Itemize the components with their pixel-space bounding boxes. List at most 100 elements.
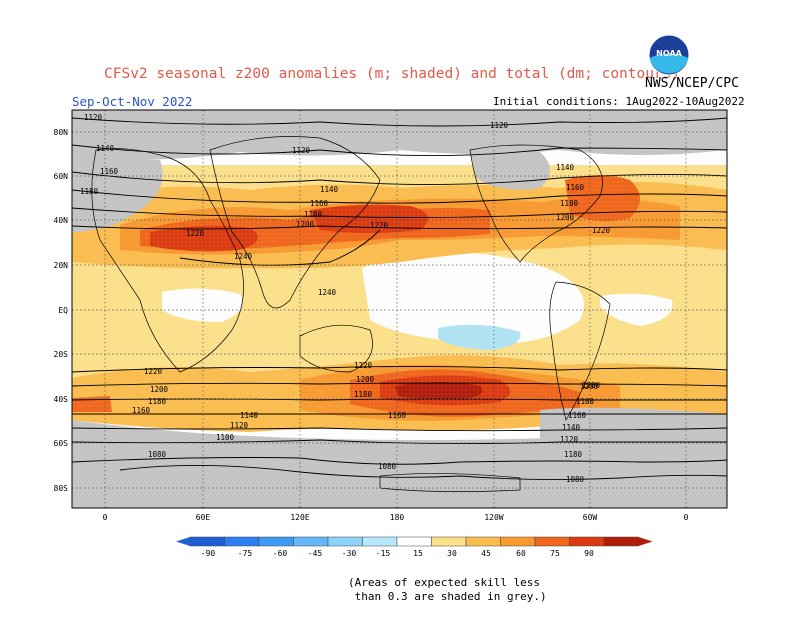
lon-label: 120E	[290, 513, 309, 522]
contour-label: 1100	[216, 433, 235, 442]
map-title: CFSv2 seasonal z200 anomalies (m; shaded…	[104, 66, 681, 82]
contour-label: 1180	[564, 450, 583, 459]
colorbar-arrow-right	[638, 537, 653, 546]
skill-note: (Areas of expected skill less than 0.3 a…	[348, 576, 547, 603]
contour-label: 1080	[378, 462, 397, 471]
colorbar-cell	[431, 536, 467, 547]
contour-label: 1220	[592, 226, 611, 235]
contour-label: 1120	[84, 113, 103, 122]
contour-label: 1200	[556, 213, 575, 222]
contour-label: 1240	[234, 252, 253, 261]
lat-label: 80S	[54, 484, 69, 493]
contour-label: 1220	[186, 229, 205, 238]
contour-label: 1200	[356, 375, 375, 384]
agency-label: NWS/NCEP/CPC	[645, 76, 739, 91]
colorbar-tick: 90	[584, 549, 594, 558]
lat-label: 40N	[54, 216, 69, 225]
contour-label: 1160	[132, 406, 151, 415]
height-contours	[72, 117, 727, 481]
graticule	[72, 110, 727, 508]
colorbar-cells	[176, 536, 653, 547]
contour-label: 1140	[320, 185, 339, 194]
anomaly-map: 80N 60N 40N 20N EQ 20S 40S 60S 80S 0 60E…	[54, 109, 728, 522]
lon-label: 0	[103, 513, 108, 522]
contour-label: 1220	[144, 367, 163, 376]
lat-label: 20N	[54, 261, 69, 270]
colorbar-arrow-left	[176, 537, 190, 546]
contour-label: 1160	[566, 183, 585, 192]
colorbar-cell	[327, 536, 363, 547]
longitude-labels: 0 60E 120E 180 120W 60W 0	[103, 513, 689, 522]
lat-label: 60S	[54, 439, 69, 448]
lon-label: 60W	[583, 513, 598, 522]
colorbar-tick: 60	[516, 549, 526, 558]
lat-label: 60N	[54, 172, 69, 181]
lat-label: EQ	[58, 306, 68, 315]
contour-label: 1180	[80, 187, 99, 196]
colorbar-ticks: -90 -75 -60 -45 -30 -15 15 30 45 60 75 9…	[201, 549, 594, 558]
contour-label: 1240	[318, 288, 337, 297]
contour-label: 1160	[310, 199, 329, 208]
lon-label: 0	[684, 513, 689, 522]
contour-label: 1180	[148, 397, 167, 406]
colorbar-cell	[396, 536, 432, 547]
logo-text: NOAA	[656, 49, 682, 58]
contour-label: 1140	[562, 423, 581, 432]
colorbar-cell	[189, 536, 225, 547]
contour-label: 1200	[580, 382, 599, 391]
colorbar-cell	[224, 536, 260, 547]
contour-label: 1180	[576, 397, 595, 406]
lat-label: 80N	[54, 128, 69, 137]
contour-label: 1120	[230, 421, 249, 430]
contour-label: 1200	[296, 220, 315, 229]
colorbar-cell	[500, 536, 536, 547]
contour-label: 1180	[354, 390, 373, 399]
colorbar-cell	[362, 536, 398, 547]
lon-label: 60E	[196, 513, 211, 522]
colorbar-cell	[534, 536, 570, 547]
colorbar-tick: -15	[376, 549, 391, 558]
colorbar-cell	[293, 536, 329, 547]
contour-label: 1120	[560, 435, 579, 444]
contour-label: 1160	[100, 167, 119, 176]
contour-label: 1160	[388, 411, 407, 420]
colorbar: -90 -75 -60 -45 -30 -15 15 30 45 60 75 9…	[176, 536, 653, 558]
colorbar-cell	[465, 536, 501, 547]
colorbar-cell	[603, 536, 639, 547]
contour-label: 1180	[304, 210, 323, 219]
contour-label: 1120	[490, 121, 509, 130]
contour-label: 1140	[96, 144, 115, 153]
colorbar-tick: -60	[273, 549, 288, 558]
contour-labels: 1120 1120 1120 1140 1140 1140 1160 1160 …	[80, 113, 611, 484]
colorbar-tick: -90	[201, 549, 216, 558]
colorbar-tick: 75	[550, 549, 560, 558]
colorbar-tick: 30	[447, 549, 457, 558]
lat-label: 20S	[54, 350, 69, 359]
lat-label: 40S	[54, 395, 69, 404]
noaa-logo: NOAA	[648, 34, 690, 76]
season-label: Sep-Oct-Nov 2022	[72, 94, 193, 109]
colorbar-cell	[258, 536, 294, 547]
lon-label: 180	[390, 513, 405, 522]
colorbar-cell	[569, 536, 605, 547]
initial-conditions-label: Initial conditions: 1Aug2022-10Aug2022	[493, 95, 745, 108]
contour-label: 1140	[556, 163, 575, 172]
colorbar-tick: -45	[308, 549, 323, 558]
colorbar-tick: 15	[413, 549, 423, 558]
colorbar-tick: -30	[342, 549, 357, 558]
colorbar-tick: -75	[238, 549, 253, 558]
contour-label: 1120	[292, 146, 311, 155]
colorbar-tick: 45	[481, 549, 491, 558]
contour-label: 1160	[568, 411, 587, 420]
contour-label: 1180	[560, 199, 579, 208]
contour-label: 1200	[150, 385, 169, 394]
map-frame	[71, 109, 728, 509]
contour-label: 1140	[240, 411, 259, 420]
lon-label: 120W	[484, 513, 503, 522]
contour-label: 1220	[370, 221, 389, 230]
contour-label: 1200	[582, 381, 601, 390]
contour-label: 1080	[148, 450, 167, 459]
latitude-labels: 80N 60N 40N 20N EQ 20S 40S 60S 80S	[54, 128, 69, 493]
contour-label: 1080	[566, 475, 585, 484]
contour-label: 1220	[354, 361, 373, 370]
